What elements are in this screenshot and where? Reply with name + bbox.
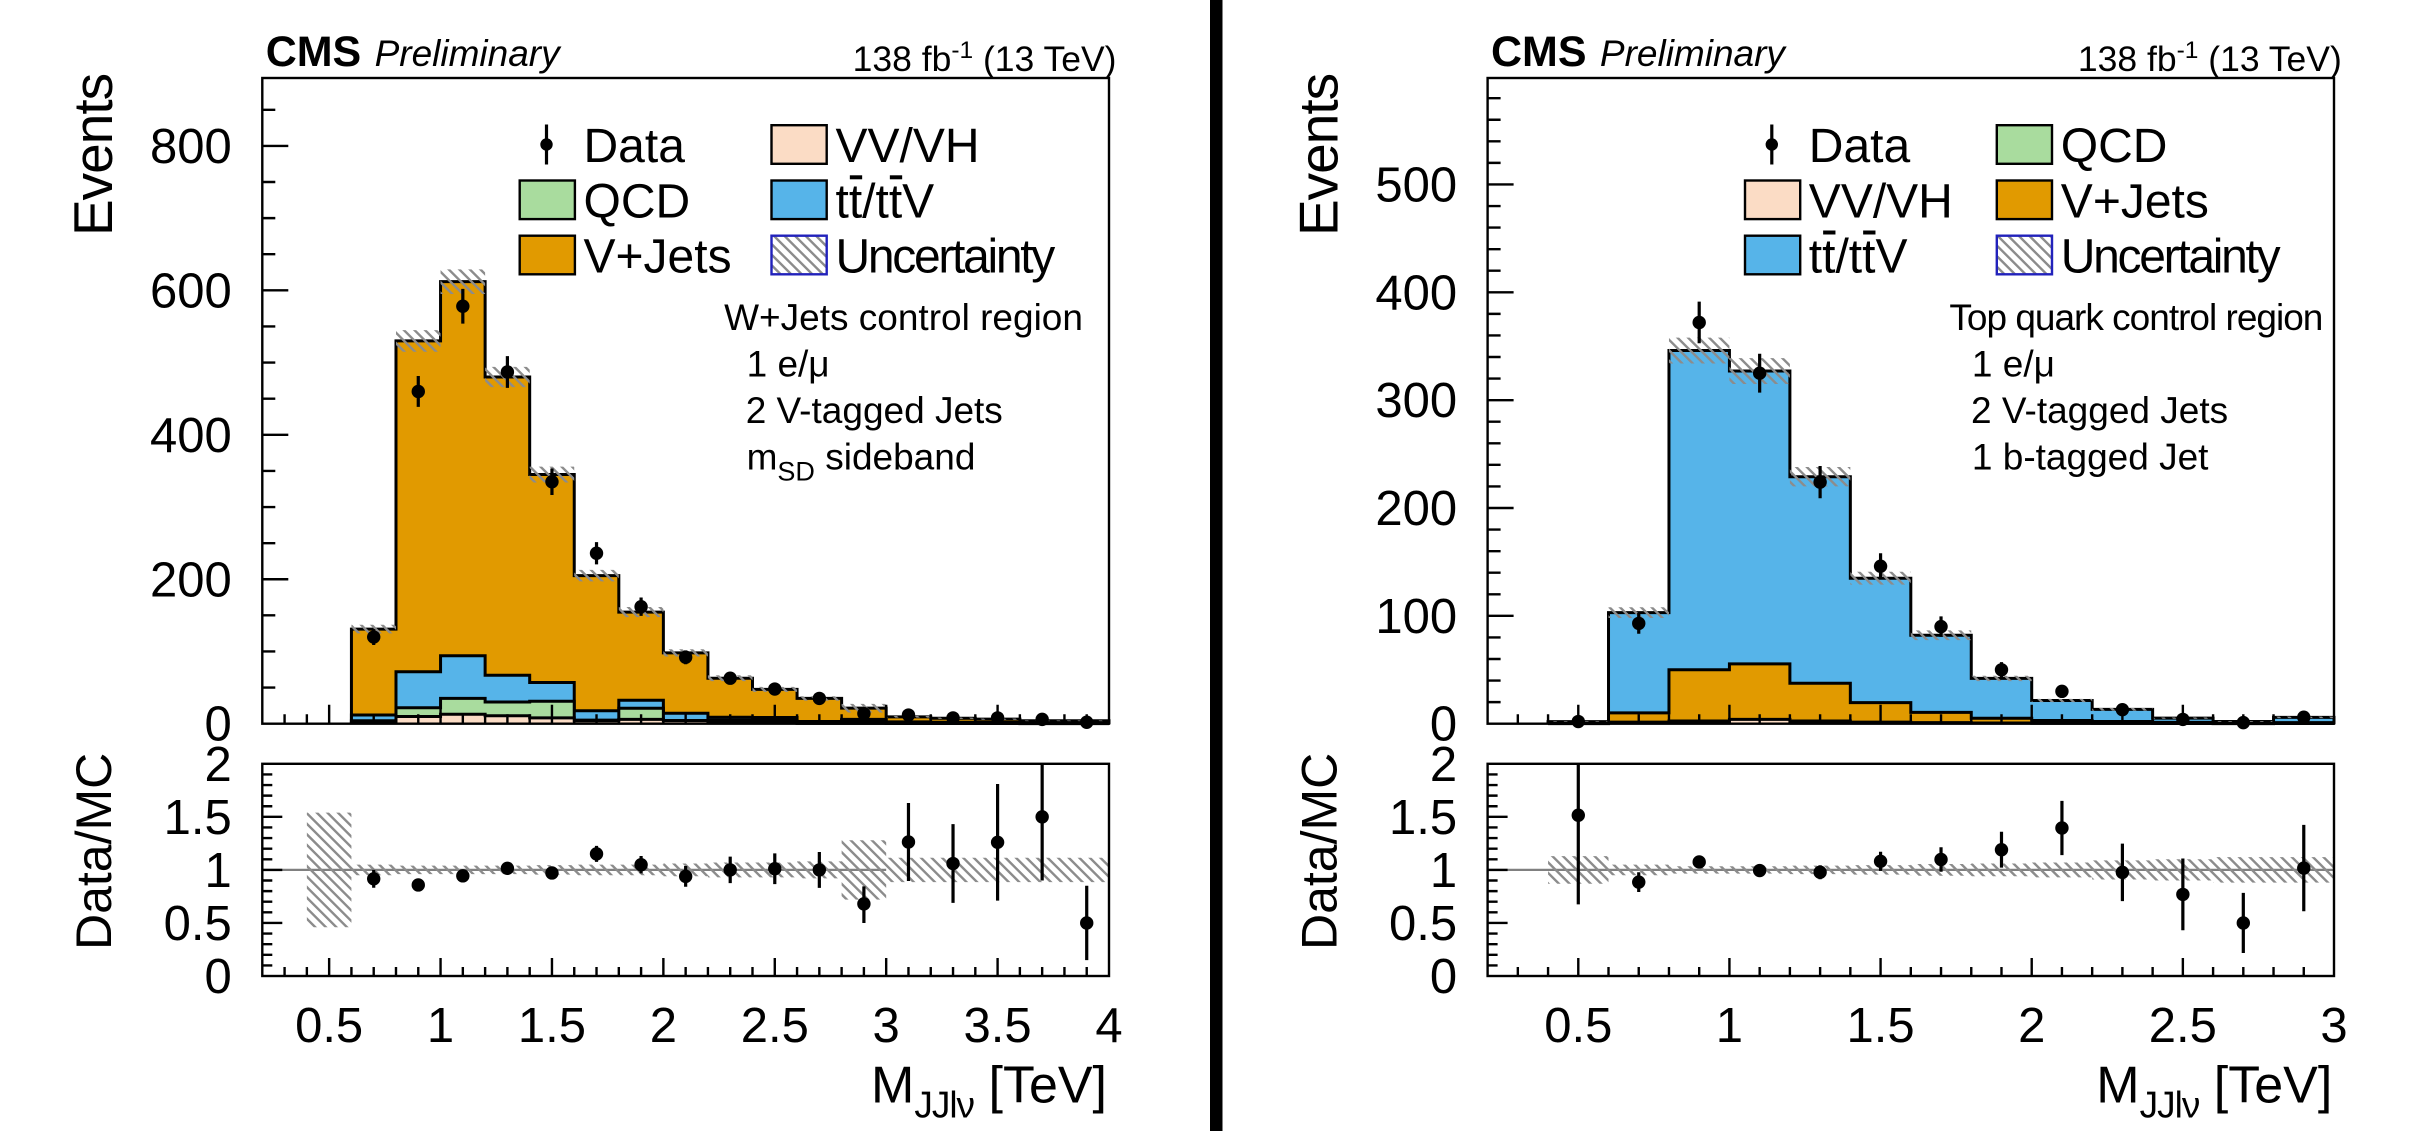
svg-text:200: 200	[1375, 482, 1457, 536]
svg-text:3.5: 3.5	[964, 999, 1032, 1053]
svg-text:1: 1	[427, 999, 454, 1053]
svg-text:V+Jets: V+Jets	[2061, 175, 2209, 228]
svg-text:0.5: 0.5	[1389, 897, 1457, 951]
svg-text:VV/VH: VV/VH	[836, 120, 980, 173]
svg-text:2: 2	[1430, 738, 1457, 792]
svg-text:1 e/μ: 1 e/μ	[1972, 344, 2055, 385]
svg-text:1.5: 1.5	[518, 999, 586, 1053]
svg-text:MJJlν [TeV]: MJJlν [TeV]	[871, 1057, 1107, 1126]
svg-text:2: 2	[650, 999, 677, 1053]
svg-text:CMS: CMS	[1491, 28, 1587, 76]
svg-text:2.5: 2.5	[741, 999, 809, 1053]
svg-text:Data/MC: Data/MC	[1291, 753, 1347, 950]
svg-text:VV/VH: VV/VH	[1809, 175, 1953, 228]
svg-text:Preliminary: Preliminary	[1600, 33, 1788, 74]
svg-text:1: 1	[1430, 844, 1457, 898]
svg-text:1.5: 1.5	[1389, 791, 1457, 845]
svg-text:2.5: 2.5	[2149, 999, 2217, 1053]
svg-text:138 fb-1 (13 TeV): 138 fb-1 (13 TeV)	[2078, 37, 2342, 79]
svg-text:400: 400	[1375, 266, 1457, 320]
svg-text:500: 500	[1375, 158, 1457, 212]
svg-text:1.5: 1.5	[164, 791, 232, 845]
svg-text:0: 0	[205, 698, 232, 752]
svg-text:1 b-tagged Jet: 1 b-tagged Jet	[1972, 437, 2209, 478]
svg-text:Events: Events	[1287, 74, 1349, 236]
svg-text:0: 0	[205, 950, 232, 1004]
svg-text:2 V-tagged Jets: 2 V-tagged Jets	[746, 390, 1003, 431]
svg-text:2 V-tagged Jets: 2 V-tagged Jets	[1971, 390, 2228, 431]
svg-text:0.5: 0.5	[1544, 999, 1612, 1053]
svg-text:0: 0	[1430, 698, 1457, 752]
svg-text:400: 400	[150, 409, 232, 463]
svg-text:0.5: 0.5	[295, 999, 363, 1053]
svg-text:QCD: QCD	[2061, 120, 2168, 173]
svg-text:4: 4	[1095, 999, 1122, 1053]
svg-text:0.5: 0.5	[164, 897, 232, 951]
svg-text:1: 1	[205, 844, 232, 898]
svg-text:MJJlν [TeV]: MJJlν [TeV]	[2096, 1057, 2332, 1126]
svg-text:tt/ttV: tt/ttV	[836, 175, 935, 228]
svg-text:Preliminary: Preliminary	[375, 33, 563, 74]
svg-text:Data: Data	[1809, 120, 1911, 173]
svg-text:1: 1	[1716, 999, 1743, 1053]
svg-text:200: 200	[150, 553, 232, 607]
svg-text:2: 2	[205, 738, 232, 792]
svg-text:Data/MC: Data/MC	[66, 753, 122, 950]
svg-text:3: 3	[873, 999, 900, 1053]
svg-text:1 e/μ: 1 e/μ	[747, 344, 830, 385]
svg-text:Uncertainty: Uncertainty	[836, 231, 1056, 284]
svg-text:W+Jets control region: W+Jets control region	[724, 297, 1083, 338]
svg-text:2: 2	[2018, 999, 2045, 1053]
svg-text:Top quark control region: Top quark control region	[1949, 297, 2322, 338]
svg-text:300: 300	[1375, 374, 1457, 428]
svg-text:Data: Data	[584, 120, 686, 173]
svg-text:V+Jets: V+Jets	[584, 231, 732, 284]
svg-text:100: 100	[1375, 590, 1457, 644]
svg-text:QCD: QCD	[584, 175, 691, 228]
svg-text:CMS: CMS	[266, 28, 362, 76]
svg-text:0: 0	[1430, 950, 1457, 1004]
svg-text:1.5: 1.5	[1847, 999, 1915, 1053]
svg-text:600: 600	[150, 264, 232, 318]
svg-text:Uncertainty: Uncertainty	[2061, 231, 2281, 284]
svg-text:tt/ttV: tt/ttV	[1809, 231, 1908, 284]
svg-text:3: 3	[2320, 999, 2347, 1053]
svg-text:Events: Events	[62, 74, 124, 236]
svg-text:800: 800	[150, 120, 232, 174]
svg-text:138 fb-1 (13 TeV): 138 fb-1 (13 TeV)	[853, 37, 1117, 79]
